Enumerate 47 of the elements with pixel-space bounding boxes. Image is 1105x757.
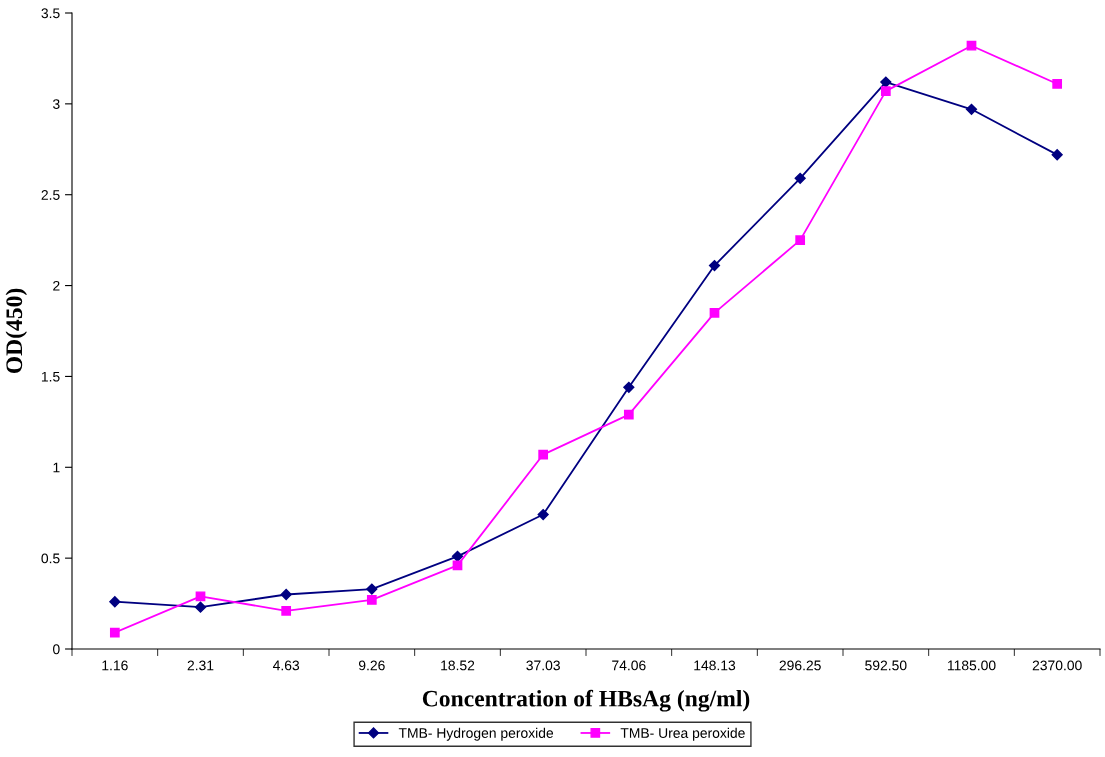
point xyxy=(194,601,207,613)
x-tick-label: 592.50 xyxy=(865,660,907,671)
point xyxy=(109,627,120,638)
point xyxy=(880,86,891,96)
y-tick-label: 0 xyxy=(53,644,60,655)
point xyxy=(623,381,635,393)
point xyxy=(366,583,378,595)
legend-label: TMB- Urea peroxide xyxy=(620,727,745,741)
x-tick-label: 2.31 xyxy=(187,660,214,671)
y-tick-label: 1.5 xyxy=(41,371,60,382)
point xyxy=(623,409,634,420)
point xyxy=(366,595,377,605)
point xyxy=(965,103,978,115)
y-tick-label: 3.5 xyxy=(41,8,60,19)
point xyxy=(708,259,721,272)
point xyxy=(281,605,292,616)
point xyxy=(794,172,806,184)
point xyxy=(966,40,977,51)
x-tick-label: 37.03 xyxy=(526,660,560,671)
point xyxy=(195,591,206,602)
point xyxy=(1051,149,1063,161)
point xyxy=(880,76,892,88)
x-tick-label: 148.13 xyxy=(694,660,736,671)
y-tick-label: 3 xyxy=(53,99,60,110)
point xyxy=(795,235,806,246)
y-tick-label: 1 xyxy=(53,462,60,473)
point xyxy=(109,596,121,608)
x-tick-label: 9.26 xyxy=(358,660,385,671)
x-tick-label: 2370.00 xyxy=(1032,660,1082,671)
point xyxy=(280,588,292,601)
y-tick-label: 0.5 xyxy=(41,553,60,564)
x-axis-title: Concentration of HBsAg (ng/ml) xyxy=(422,689,750,712)
x-tick-label: 1185.00 xyxy=(947,660,996,671)
point xyxy=(451,550,464,562)
x-tick-label: 18.52 xyxy=(441,660,475,671)
point xyxy=(537,508,549,521)
point xyxy=(538,449,549,460)
x-tick-label: 74.06 xyxy=(612,660,646,671)
y-tick-label: 2 xyxy=(53,280,60,291)
point xyxy=(1052,79,1063,89)
x-tick-label: 4.63 xyxy=(272,660,300,671)
y-tick-label: 2.5 xyxy=(41,190,60,200)
x-tick-label: 296.25 xyxy=(779,660,821,671)
y-axis-title: OD(450) xyxy=(5,288,27,374)
point xyxy=(709,307,720,318)
legend-label: TMB- Hydrogen peroxide xyxy=(398,727,554,741)
x-tick-label: 1.16 xyxy=(102,660,128,671)
